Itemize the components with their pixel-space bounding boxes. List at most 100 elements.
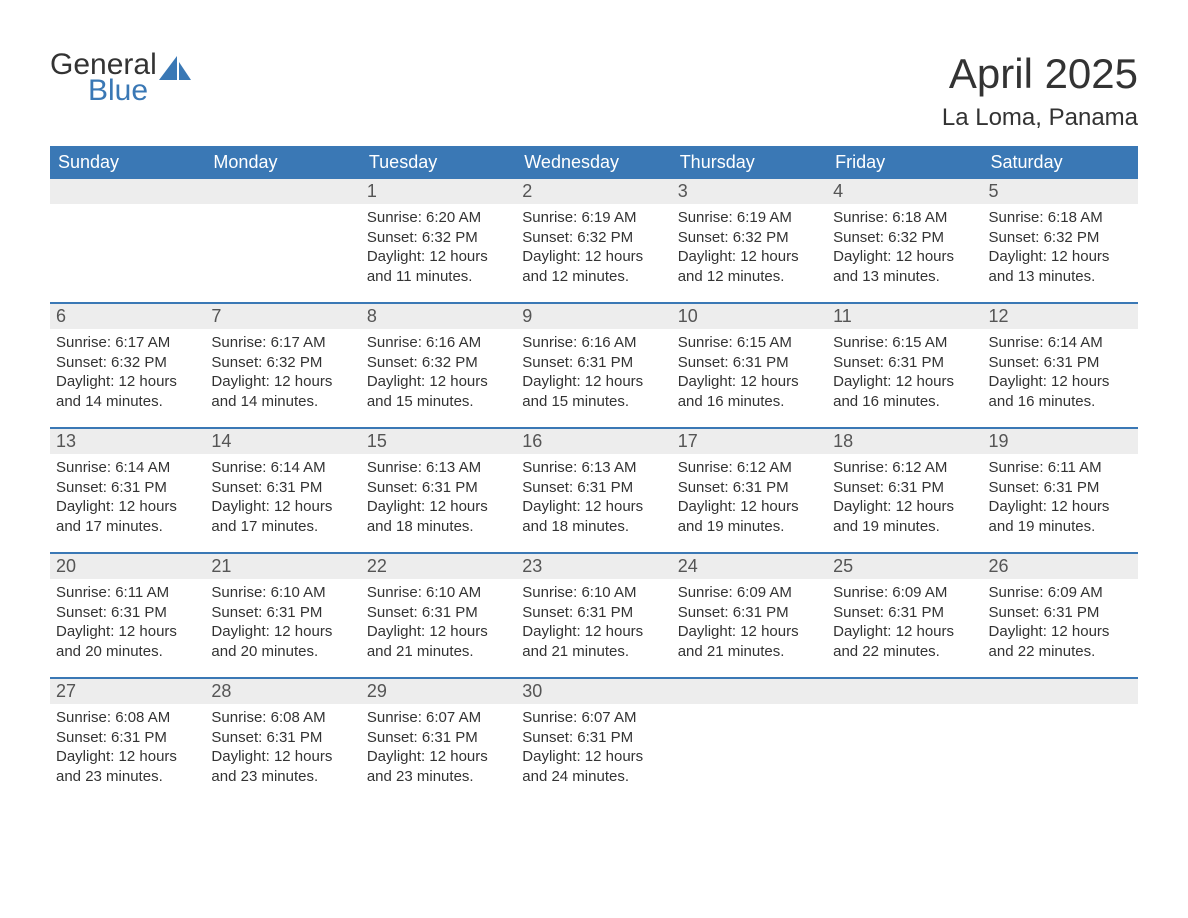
day-body: Sunrise: 6:15 AMSunset: 6:31 PMDaylight:… — [827, 329, 982, 415]
daylight-text: Daylight: 12 hours and 21 minutes. — [367, 622, 510, 661]
sunset-text: Sunset: 6:31 PM — [56, 728, 199, 748]
title-block: April 2025 La Loma, Panama — [942, 50, 1138, 132]
day-number: 5 — [983, 179, 1138, 204]
daylight-text: Daylight: 12 hours and 18 minutes. — [367, 497, 510, 536]
day-number: 13 — [50, 429, 205, 454]
day-body: Sunrise: 6:16 AMSunset: 6:31 PMDaylight:… — [516, 329, 671, 415]
day-body: Sunrise: 6:09 AMSunset: 6:31 PMDaylight:… — [983, 579, 1138, 665]
sunrise-text: Sunrise: 6:16 AM — [522, 333, 665, 353]
day-body: Sunrise: 6:08 AMSunset: 6:31 PMDaylight:… — [205, 704, 360, 790]
daylight-text: Daylight: 12 hours and 17 minutes. — [211, 497, 354, 536]
sunrise-text: Sunrise: 6:09 AM — [833, 583, 976, 603]
sunset-text: Sunset: 6:32 PM — [56, 353, 199, 373]
sunset-text: Sunset: 6:31 PM — [522, 353, 665, 373]
day-body: Sunrise: 6:16 AMSunset: 6:32 PMDaylight:… — [361, 329, 516, 415]
sunset-text: Sunset: 6:31 PM — [522, 478, 665, 498]
sunrise-text: Sunrise: 6:15 AM — [678, 333, 821, 353]
sunrise-text: Sunrise: 6:09 AM — [989, 583, 1132, 603]
sunrise-text: Sunrise: 6:10 AM — [522, 583, 665, 603]
daylight-text: Daylight: 12 hours and 15 minutes. — [367, 372, 510, 411]
sunrise-text: Sunrise: 6:18 AM — [989, 208, 1132, 228]
day-number: 19 — [983, 429, 1138, 454]
day-body: Sunrise: 6:19 AMSunset: 6:32 PMDaylight:… — [672, 204, 827, 290]
day-body: Sunrise: 6:18 AMSunset: 6:32 PMDaylight:… — [983, 204, 1138, 290]
week-bodies: Sunrise: 6:14 AM Sunset: 6:31 PM Daylight:… — [50, 454, 1138, 540]
sunset-text: Sunset: 6:31 PM — [678, 603, 821, 623]
sunset-text: Sunset: 6:31 PM — [989, 353, 1132, 373]
daylight-text: Daylight: 12 hours and 17 minutes. — [56, 497, 199, 536]
dow-cell: Tuesday — [361, 146, 516, 179]
sunset-text: Sunset: 6:32 PM — [367, 228, 510, 248]
week-bodies: Sunrise: 6:08 AMSunset: 6:31 PMDaylight:… — [50, 704, 1138, 790]
day-body: Sunrise: 6:11 AMSunset: 6:31 PMDaylight:… — [983, 454, 1138, 540]
daylight-text: Daylight: 12 hours and 13 minutes. — [989, 247, 1132, 286]
day-body: Sunrise: 6:15 AMSunset: 6:31 PMDaylight:… — [672, 329, 827, 415]
daylight-text: Daylight: 12 hours and 13 minutes. — [833, 247, 976, 286]
daynum-bar: 20212223242526 — [50, 554, 1138, 579]
sunset-text: Sunset: 6:31 PM — [56, 603, 199, 623]
week-row: 12345Sunrise: 6:20 AMSunset: 6:32 PMDayl… — [50, 179, 1138, 290]
daylight-text: Daylight: 12 hours and 21 minutes. — [522, 622, 665, 661]
day-number: 17 — [672, 429, 827, 454]
week-row: 13141516171819Sunrise: 6:14 AMSunset: 6:… — [50, 427, 1138, 540]
day-body: Sunrise: 6:14 AMSunset: 6:31 PMDaylight:… — [205, 454, 360, 540]
day-body: Sunrise: 6:11 AMSunset: 6:31 PMDaylight:… — [50, 579, 205, 665]
sunset-text: Sunset: 6:31 PM — [989, 603, 1132, 623]
logo-sail-icon — [159, 56, 193, 82]
week-row: 27282930Sunrise: 6:08 AMSunset: 6:31 PMD… — [50, 677, 1138, 790]
daynum-bar: 12345 — [50, 179, 1138, 204]
day-number: 18 — [827, 429, 982, 454]
day-number: 25 — [827, 554, 982, 579]
day-number: 22 — [361, 554, 516, 579]
sunset-text: Sunset: 6:31 PM — [833, 353, 976, 373]
sunrise-text: Sunrise: 6:19 AM — [522, 208, 665, 228]
day-number: 21 — [205, 554, 360, 579]
day-body: Sunrise: 6:14 AMSunset: 6:31 PMDaylight:… — [50, 454, 205, 540]
day-number: 27 — [50, 679, 205, 704]
dow-cell: Thursday — [672, 146, 827, 179]
day-number — [205, 179, 360, 204]
sunrise-text: Sunrise: 6:13 AM — [367, 458, 510, 478]
sunrise-text: Sunrise: 6:20 AM — [367, 208, 510, 228]
sunset-text: Sunset: 6:32 PM — [367, 353, 510, 373]
sunrise-text: Sunrise: 6:14 AM — [211, 458, 354, 478]
day-body — [983, 704, 1138, 790]
sunrise-text: Sunrise: 6:11 AM — [56, 583, 199, 603]
day-number: 12 — [983, 304, 1138, 329]
sunset-text: Sunset: 6:31 PM — [522, 603, 665, 623]
sunrise-text: Sunrise: 6:16 AM — [367, 333, 510, 353]
day-body: Sunrise: 6:12 AMSunset: 6:31 PMDaylight:… — [827, 454, 982, 540]
sunrise-text: Sunrise: 6:09 AM — [678, 583, 821, 603]
sunrise-text: Sunrise: 6:07 AM — [367, 708, 510, 728]
sunset-text: Sunset: 6:31 PM — [833, 603, 976, 623]
daylight-text: Daylight: 12 hours and 14 minutes. — [211, 372, 354, 411]
sunrise-text: Sunrise: 6:14 AM — [989, 333, 1132, 353]
daylight-text: Daylight: 12 hours and 15 minutes. — [522, 372, 665, 411]
day-body: Sunrise: 6:19 AMSunset: 6:32 PMDaylight:… — [516, 204, 671, 290]
sunset-text: Sunset: 6:31 PM — [522, 728, 665, 748]
day-body: Sunrise: 6:09 AMSunset: 6:31 PMDaylight:… — [827, 579, 982, 665]
sunset-text: Sunset: 6:31 PM — [678, 353, 821, 373]
calendar: SundayMondayTuesdayWednesdayThursdayFrid… — [50, 146, 1138, 790]
week-bodies: Sunrise: 6:20 AMSunset: 6:32 PMDaylight:… — [50, 204, 1138, 290]
sunrise-text: Sunrise: 6:14 AM — [56, 458, 199, 478]
daylight-text: Daylight: 12 hours and 19 minutes. — [678, 497, 821, 536]
day-number: 15 — [361, 429, 516, 454]
sunset-text: Sunset: 6:32 PM — [833, 228, 976, 248]
day-number: 16 — [516, 429, 671, 454]
day-body: Sunrise: 6:13 AMSunset: 6:31 PMDaylight:… — [361, 454, 516, 540]
daylight-text: Daylight: 12 hours and 20 minutes. — [211, 622, 354, 661]
daylight-text: Daylight: 12 hours and 23 minutes. — [56, 747, 199, 786]
sunrise-text: Sunrise: 6:13 AM — [522, 458, 665, 478]
day-body: Sunrise: 6:07 AMSunset: 6:31 PMDaylight:… — [361, 704, 516, 790]
day-body: Sunrise: 6:07 AMSunset: 6:31 PMDaylight:… — [516, 704, 671, 790]
sunrise-text: Sunrise: 6:18 AM — [833, 208, 976, 228]
dow-cell: Friday — [827, 146, 982, 179]
day-number: 23 — [516, 554, 671, 579]
sunset-text: Sunset: 6:31 PM — [211, 603, 354, 623]
daylight-text: Daylight: 12 hours and 22 minutes. — [833, 622, 976, 661]
daylight-text: Daylight: 12 hours and 16 minutes. — [833, 372, 976, 411]
sunset-text: Sunset: 6:32 PM — [522, 228, 665, 248]
daylight-text: Daylight: 12 hours and 22 minutes. — [989, 622, 1132, 661]
day-number: 1 — [361, 179, 516, 204]
